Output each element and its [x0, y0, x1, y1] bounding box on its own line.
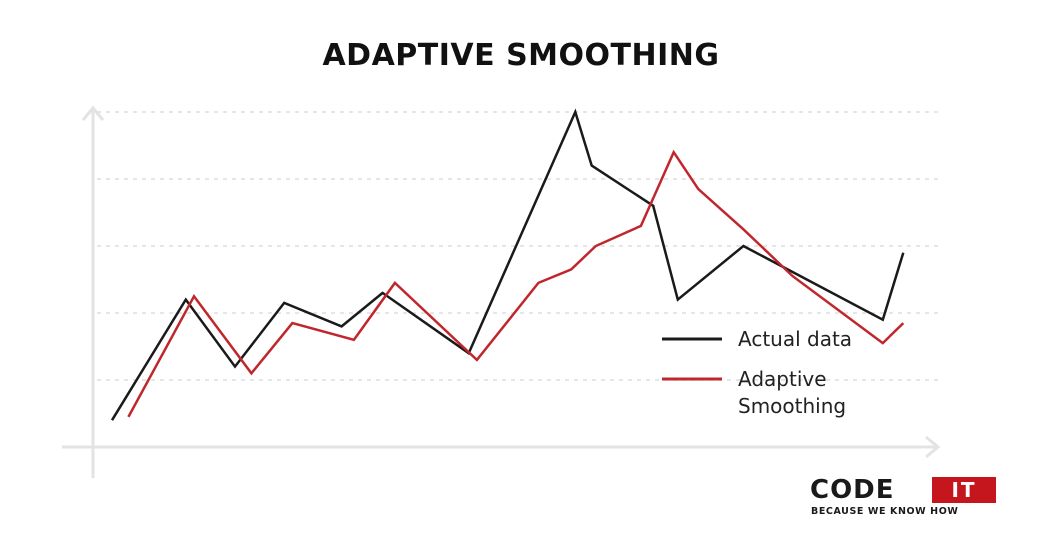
- grid-lines: [97, 111, 940, 381]
- series: [110, 108, 905, 421]
- code-it-logo: CODE IT BECAUSE WE KNOW HOW: [810, 476, 1000, 520]
- axes: [62, 105, 941, 478]
- legend-label-actual-data: Actual data: [738, 327, 852, 351]
- series-line-adaptive-smoothing: [127, 149, 905, 418]
- legend: Actual data Adaptive Smoothing: [662, 327, 852, 418]
- series-line-actual-data: [110, 108, 905, 421]
- legend-label-adaptive-smoothing: Adaptive Smoothing: [738, 367, 846, 418]
- chart-title: ADAPTIVE SMOOTHING: [322, 38, 720, 73]
- logo-tagline: BECAUSE WE KNOW HOW: [811, 506, 959, 517]
- x-axis-arrow: [925, 435, 941, 459]
- y-axis-arrow: [81, 105, 105, 121]
- logo-it-badge: IT: [932, 477, 996, 503]
- logo-code-text: CODE: [810, 475, 895, 505]
